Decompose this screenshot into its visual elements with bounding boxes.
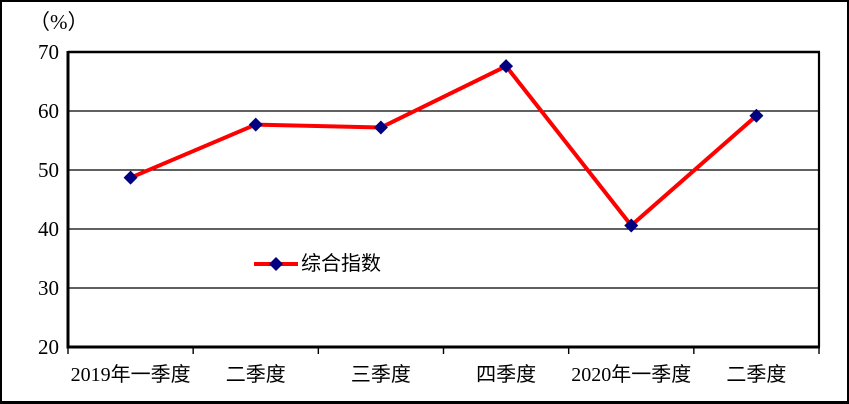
legend: 综合指数 (253, 252, 381, 276)
x-axis-tick-label: 二季度 (226, 363, 286, 386)
x-axis-tick-label: 2020年一季度 (571, 363, 691, 386)
x-axis-tick-label: 三季度 (351, 363, 411, 386)
y-axis-tick-label: 40 (38, 217, 59, 241)
y-axis-unit-label: （%） (29, 10, 89, 34)
data-point-marker (373, 120, 388, 135)
x-axis-tick-label: 四季度 (476, 363, 536, 386)
legend-diamond-marker-icon (269, 257, 283, 271)
data-point-marker (624, 218, 639, 233)
legend-line-sample (254, 257, 298, 271)
data-point-marker (123, 170, 138, 185)
y-axis-tick-label: 70 (38, 40, 59, 64)
x-axis-tick-label: 二季度 (726, 363, 786, 386)
y-axis-tick-label: 20 (38, 335, 59, 359)
y-axis-tick-label: 30 (38, 276, 59, 300)
data-point-marker (499, 59, 514, 74)
x-axis-tick-label: 2019年一季度 (71, 363, 191, 386)
y-axis-tick-label: 60 (38, 99, 59, 123)
data-point-marker (248, 117, 263, 132)
data-point-marker (749, 108, 764, 123)
y-axis-tick-label: 50 (38, 158, 59, 182)
legend-series-label: 综合指数 (301, 253, 381, 275)
series-line (129, 64, 758, 228)
